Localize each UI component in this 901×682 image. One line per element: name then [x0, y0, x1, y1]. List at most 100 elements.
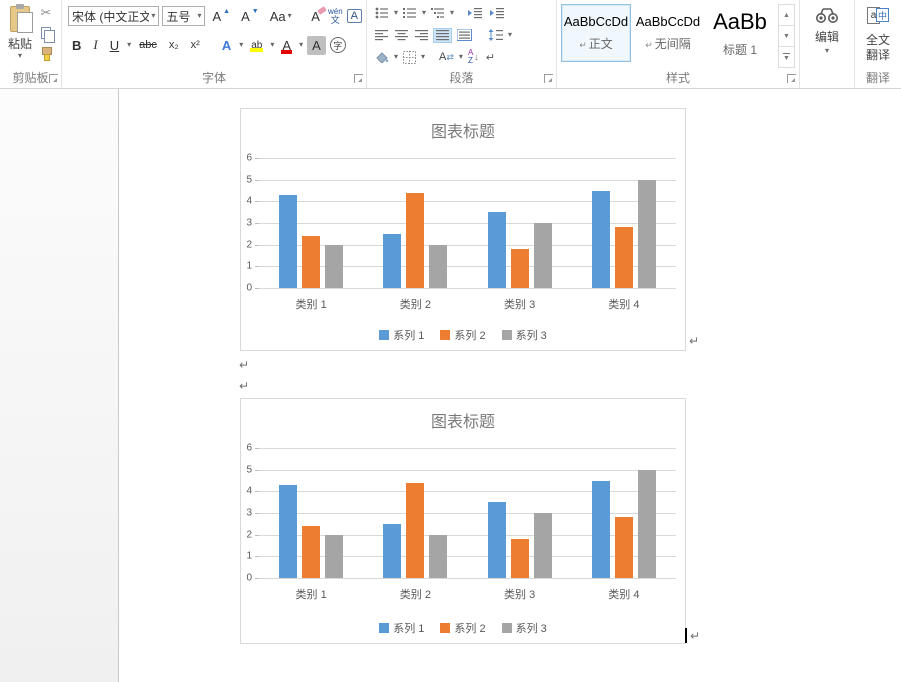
- change-case-button[interactable]: Aa ▾: [269, 8, 292, 24]
- clipboard-dialog-launcher[interactable]: [49, 74, 58, 83]
- bar-系列 3-类别 3[interactable]: [533, 223, 552, 288]
- bar-系列 3-类别 2[interactable]: [429, 534, 448, 578]
- bar-系列 1-类别 2[interactable]: [383, 233, 402, 288]
- italic-button[interactable]: I: [93, 37, 98, 52]
- bar-系列 3-类别 2[interactable]: [429, 244, 448, 288]
- x-axis-category-label: 类别 2: [399, 589, 431, 601]
- format-painter-icon: [40, 47, 52, 61]
- bullets-button[interactable]: [373, 6, 391, 20]
- character-scaling-button[interactable]: A ⇄: [439, 51, 454, 63]
- subscript-button[interactable]: x₂: [168, 39, 179, 51]
- translate-button[interactable]: a 中 全文 翻译: [865, 6, 891, 64]
- underline-caret[interactable]: ▾: [127, 40, 132, 49]
- bar-系列 2-类别 3[interactable]: [510, 539, 529, 578]
- y-axis-tick-mark: [255, 513, 259, 514]
- y-axis-tick-label: 5: [246, 174, 252, 186]
- editing-button[interactable]: 编辑 ▾: [814, 6, 840, 56]
- cut-button[interactable]: ✂: [37, 5, 55, 21]
- strikethrough-button[interactable]: abc: [139, 39, 157, 51]
- text-effects-caret[interactable]: ▾: [239, 40, 244, 49]
- font-color-button[interactable]: A: [278, 36, 295, 55]
- bar-系列 2-类别 2[interactable]: [406, 192, 425, 288]
- paragraph-mark: ↵: [689, 334, 700, 348]
- styles-dialog-launcher[interactable]: [787, 74, 796, 83]
- multilevel-list-button[interactable]: [429, 6, 447, 20]
- bar-系列 1-类别 3[interactable]: [487, 502, 506, 578]
- paste-label: 粘贴: [7, 37, 32, 51]
- decrease-indent-button[interactable]: [466, 6, 485, 20]
- underline-button[interactable]: U: [109, 37, 120, 53]
- bar-系列 3-类别 4[interactable]: [637, 179, 656, 288]
- x-axis-category-label: 类别 4: [608, 589, 640, 601]
- gridline: [259, 491, 676, 493]
- legend-item-系列 2: 系列 2: [440, 620, 486, 636]
- bar-系列 1-类别 2[interactable]: [383, 523, 402, 578]
- font-dialog-launcher[interactable]: [354, 74, 363, 83]
- bar-系列 1-类别 1[interactable]: [279, 194, 298, 288]
- bar-系列 2-类别 4[interactable]: [614, 517, 633, 578]
- gridline: [259, 223, 676, 224]
- phonetic-guide-button[interactable]: wén 文: [327, 7, 344, 26]
- style-paragraph-mark-icon: ↵: [645, 41, 653, 51]
- bar-系列 1-类别 4[interactable]: [591, 480, 610, 578]
- styles-scroll-down-button[interactable]: ▼: [779, 26, 794, 47]
- format-painter-button[interactable]: [37, 45, 55, 61]
- bar-系列 2-类别 1[interactable]: [302, 236, 321, 288]
- chart-object-1[interactable]: 图表标题 0 1 2 3 4 5 6 类别 1 类别 2 类别 3 类别 4 系列 1 系列 2 系列 3: [240, 108, 686, 351]
- style-card-无间隔[interactable]: AaBbCcDd ↵ 无间隔: [633, 4, 703, 62]
- bar-系列 3-类别 1[interactable]: [325, 534, 344, 578]
- bullets-icon: [375, 7, 388, 19]
- styles-scroll-up-button[interactable]: ▲: [779, 5, 794, 26]
- bar-系列 1-类别 3[interactable]: [487, 212, 506, 288]
- font-name-caret[interactable]: ▾: [151, 11, 156, 20]
- bar-系列 2-类别 1[interactable]: [302, 526, 321, 578]
- align-right-button[interactable]: [413, 29, 430, 42]
- paste-dropdown-caret[interactable]: ▾: [17, 51, 22, 60]
- bar-系列 1-类别 4[interactable]: [591, 190, 610, 288]
- bar-系列 3-类别 1[interactable]: [325, 244, 344, 288]
- paste-button[interactable]: 粘贴 ▾: [3, 3, 37, 68]
- paragraph-dialog-launcher[interactable]: [544, 74, 553, 83]
- font-color-caret[interactable]: ▾: [299, 40, 304, 49]
- show-hide-marks-button[interactable]: ↵: [484, 50, 497, 65]
- styles-gallery-expand-button[interactable]: ▼: [783, 52, 790, 62]
- bold-button[interactable]: B: [72, 37, 82, 53]
- align-center-button[interactable]: [393, 29, 410, 42]
- highlight-caret[interactable]: ▾: [270, 40, 275, 49]
- document-canvas[interactable]: 图表标题 0 1 2 3 4 5 6 类别 1 类别 2 类别 3 类别 4 系列 1 系列 2 系列 3 …: [0, 89, 901, 682]
- style-card-标题 1[interactable]: AaBb 标题 1: [705, 4, 775, 62]
- font-name-combobox[interactable]: 宋体 (中文正文) ▾: [68, 6, 160, 26]
- character-shading-button[interactable]: A: [307, 35, 326, 55]
- increase-indent-button[interactable]: [488, 6, 507, 20]
- bar-系列 2-类别 3[interactable]: [510, 249, 529, 288]
- bar-系列 3-类别 3[interactable]: [533, 513, 552, 578]
- highlight-color-button[interactable]: ab: [247, 38, 266, 53]
- scale-arrows-icon: ⇄: [446, 51, 454, 62]
- copy-button[interactable]: [37, 25, 55, 43]
- font-size-combobox[interactable]: 五号 ▾: [162, 6, 206, 26]
- character-border-button[interactable]: A: [346, 9, 362, 23]
- shading-button[interactable]: [373, 50, 391, 64]
- clear-formatting-button[interactable]: A: [307, 7, 324, 26]
- line-spacing-button[interactable]: [486, 28, 505, 42]
- borders-button[interactable]: [401, 50, 418, 65]
- align-left-button[interactable]: [373, 29, 390, 42]
- distribute-button[interactable]: [455, 28, 474, 42]
- text-effects-button[interactable]: A: [221, 37, 232, 53]
- shrink-font-button[interactable]: A ▼: [241, 7, 259, 24]
- enclose-characters-button[interactable]: 字: [329, 37, 346, 53]
- numbering-button[interactable]: [401, 6, 419, 20]
- editing-caret[interactable]: ▾: [824, 46, 829, 55]
- bar-系列 2-类别 2[interactable]: [406, 482, 425, 578]
- chart-object-2[interactable]: 图表标题 0 1 2 3 4 5 6 类别 1 类别 2 类别 3 类别 4 系列 1 系列 2 系列 3: [240, 398, 686, 644]
- style-card-正文[interactable]: AaBbCcDd ↵ 正文: [561, 4, 631, 62]
- bar-系列 2-类别 4[interactable]: [614, 227, 633, 288]
- legend-item-系列 2: 系列 2: [440, 327, 486, 343]
- font-size-caret[interactable]: ▾: [197, 11, 202, 20]
- grow-font-button[interactable]: A ▲: [212, 7, 231, 24]
- justify-button[interactable]: [433, 27, 452, 43]
- superscript-button[interactable]: x²: [190, 39, 200, 51]
- bar-系列 1-类别 1[interactable]: [279, 484, 298, 578]
- bar-系列 3-类别 4[interactable]: [637, 469, 656, 578]
